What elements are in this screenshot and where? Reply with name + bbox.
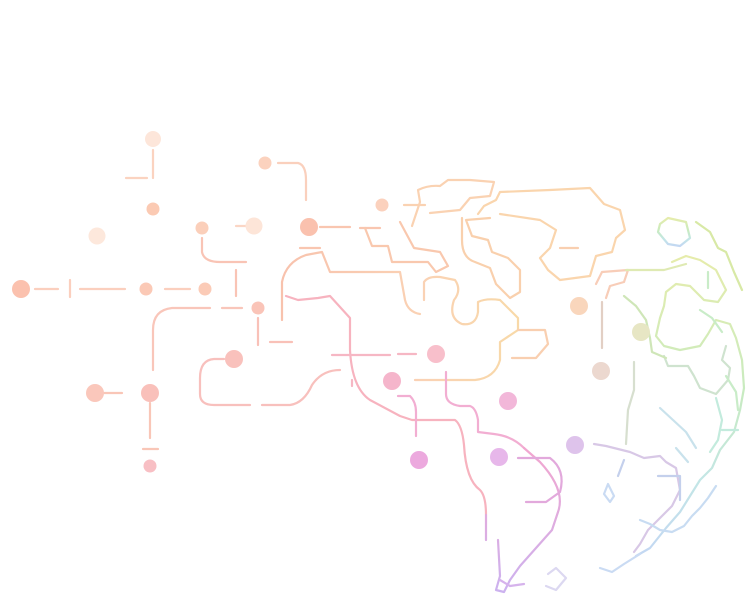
node [139,282,153,296]
east-network-lines [544,216,746,592]
node [490,448,508,466]
node [143,459,157,473]
node [86,384,104,402]
node [570,297,588,315]
node [198,282,212,296]
node [258,156,272,170]
node [300,218,318,236]
left-network-lines [33,148,382,451]
node [592,362,610,380]
node [566,436,584,454]
network-nodes [12,131,650,473]
node [141,384,159,402]
node [88,227,106,245]
node [499,392,517,410]
node [145,131,161,147]
node [195,221,209,235]
node [251,301,265,315]
node [383,372,401,390]
node [245,217,263,235]
node [375,198,389,212]
node [410,451,428,469]
node [225,350,243,368]
node [12,280,30,298]
node [427,345,445,363]
node [632,323,650,341]
north-continent-lines [280,178,630,382]
south-continent-lines [284,294,563,594]
node [146,202,160,216]
